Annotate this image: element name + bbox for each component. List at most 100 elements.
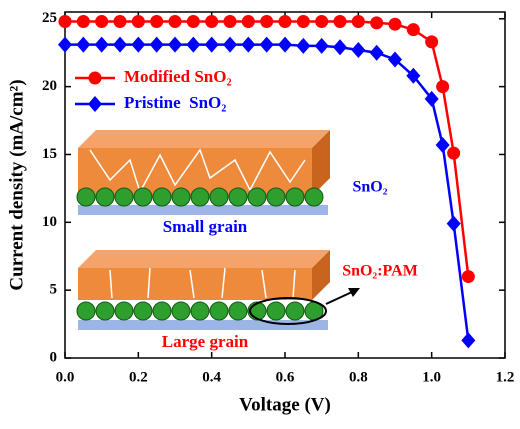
data-point <box>406 67 421 84</box>
substrate <box>78 320 328 330</box>
x-tick-label: 0.4 <box>202 369 221 385</box>
grain-sphere <box>209 187 229 207</box>
grain-sphere <box>114 301 134 321</box>
y-tick-label: 10 <box>42 214 57 230</box>
grain-sphere <box>171 187 191 207</box>
data-point <box>296 37 311 54</box>
data-point <box>131 36 146 53</box>
data-point <box>351 14 365 28</box>
arrow <box>325 291 353 305</box>
y-axis-label: Current density (mA/cm²) <box>6 79 27 290</box>
data-point <box>113 14 127 28</box>
data-point <box>113 36 127 53</box>
grain-sphere <box>266 187 286 207</box>
data-point <box>168 36 182 53</box>
data-point <box>351 41 366 58</box>
data-point <box>333 39 347 56</box>
film-front <box>78 268 312 300</box>
data-point <box>278 14 292 28</box>
grain-sphere <box>76 301 96 321</box>
inset-illustration: Small grain Large grain SnO₂ SnO₂:PAM <box>76 130 418 351</box>
data-point <box>131 14 145 28</box>
legend-marker <box>88 71 102 85</box>
data-point <box>58 36 72 53</box>
annotation: Large grain <box>162 332 249 351</box>
x-tick-label: 0.6 <box>276 369 295 385</box>
data-point <box>406 23 420 37</box>
data-point <box>186 36 201 53</box>
x-axis-label: Voltage (V) <box>239 394 331 415</box>
grain-sphere <box>95 187 115 207</box>
annotation: Small grain <box>163 217 248 236</box>
data-point <box>95 14 109 28</box>
grain-sphere <box>114 187 134 207</box>
grain-boundaries <box>109 267 296 299</box>
data-point <box>424 90 439 107</box>
grain-sphere <box>171 301 191 321</box>
data-point <box>260 14 274 28</box>
data-point <box>205 14 219 28</box>
legend-label: Modified SnO₂ <box>124 67 232 86</box>
data-point <box>149 36 164 53</box>
data-point <box>461 270 475 284</box>
grain-sphere <box>266 301 286 321</box>
y-tick-label: 15 <box>42 146 57 162</box>
x-tick-label: 0.8 <box>349 369 368 385</box>
y-tick-label: 5 <box>50 282 58 298</box>
grain-boundaries <box>89 148 306 194</box>
film-side <box>312 250 330 300</box>
data-point <box>461 332 476 349</box>
film-top <box>78 250 330 268</box>
data-point <box>58 14 72 28</box>
data-point <box>369 44 384 61</box>
grain-sphere <box>152 187 172 207</box>
data-point <box>259 36 274 53</box>
data-point <box>223 36 237 53</box>
data-point <box>241 14 255 28</box>
grain-sphere <box>285 301 305 321</box>
grain-sphere <box>190 187 210 207</box>
grain-sphere <box>95 301 115 321</box>
data-point <box>314 37 329 54</box>
annotation: SnO₂:PAM <box>342 263 418 280</box>
data-point <box>241 36 256 53</box>
data-point <box>435 136 450 153</box>
grain-sphere <box>285 187 305 207</box>
data-point <box>425 35 439 49</box>
grain-sphere <box>76 187 96 207</box>
grain-sphere <box>190 301 210 321</box>
grain-sphere <box>152 301 172 321</box>
grain-sphere <box>228 301 248 321</box>
x-tick-label: 0.2 <box>129 369 148 385</box>
x-tick-label: 1.2 <box>496 369 515 385</box>
grain-sphere <box>247 187 267 207</box>
substrate <box>78 205 328 215</box>
grain-sphere <box>133 187 153 207</box>
arrow-head <box>348 288 360 297</box>
y-tick-label: 20 <box>42 78 57 94</box>
legend-marker <box>88 96 102 112</box>
film-side <box>312 130 330 196</box>
film-top <box>78 130 330 148</box>
legend-label: Pristine SnO₂ <box>124 93 226 112</box>
data-point <box>446 215 461 232</box>
grain-sphere <box>304 187 324 207</box>
data-point <box>447 146 461 160</box>
data-point <box>204 36 219 53</box>
y-tick-label: 25 <box>42 10 57 26</box>
sphere-rows <box>76 187 324 321</box>
data-point <box>168 14 182 28</box>
data-point <box>186 14 200 28</box>
data-point <box>223 14 237 28</box>
data-point <box>76 14 90 28</box>
x-tick-label: 0.0 <box>56 369 75 385</box>
data-point <box>436 80 450 94</box>
y-tick-label: 0 <box>50 349 58 365</box>
grain-sphere <box>133 301 153 321</box>
data-point <box>370 16 384 30</box>
x-tick-label: 1.0 <box>422 369 441 385</box>
grain-sphere <box>228 187 248 207</box>
highlight-ellipse <box>249 297 327 325</box>
data-point <box>150 14 164 28</box>
